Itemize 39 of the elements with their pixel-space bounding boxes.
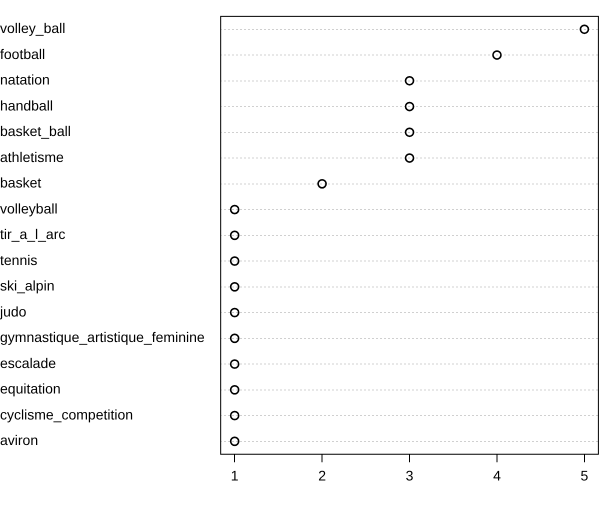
y-tick-label: basket_ball xyxy=(0,123,71,140)
point xyxy=(404,153,414,163)
y-tick-label: tennis xyxy=(0,252,38,268)
point xyxy=(492,50,502,60)
y-tick-label: basket xyxy=(0,174,42,191)
y-tick-label: ski_alpin xyxy=(0,278,54,294)
x-tick-label: 5 xyxy=(580,467,589,484)
point xyxy=(230,308,240,318)
point xyxy=(230,334,240,344)
y-tick-label: volley_ball xyxy=(0,20,66,36)
point xyxy=(404,102,414,112)
x-tick-label: 1 xyxy=(230,467,239,484)
y-tick-label: equitation xyxy=(0,380,61,397)
x-tick-label: 3 xyxy=(406,467,414,484)
x-tick-label: 4 xyxy=(493,467,502,484)
point xyxy=(404,127,414,138)
y-tick-label: handball xyxy=(0,97,53,114)
point xyxy=(230,256,240,266)
point xyxy=(230,385,240,395)
point xyxy=(404,76,414,86)
point xyxy=(230,282,240,292)
point xyxy=(230,359,240,369)
y-tick-label: judo xyxy=(0,303,27,320)
y-tick-label: tir_a_l_arc xyxy=(0,226,66,242)
point xyxy=(580,24,590,34)
y-tick-label: escalade xyxy=(0,354,56,371)
y-tick-label: cyclisme_competition xyxy=(0,406,134,422)
point xyxy=(230,204,240,214)
point xyxy=(317,178,327,189)
point xyxy=(230,230,240,240)
y-tick-label: volleyball xyxy=(0,200,58,216)
y-tick-label: natation xyxy=(0,72,50,88)
point xyxy=(230,436,240,446)
point xyxy=(230,410,240,420)
y-tick-label: aviron xyxy=(0,432,38,448)
y-tick-label: athletisme xyxy=(0,148,64,165)
y-tick-label: football xyxy=(0,46,46,62)
y-tick-label: gymnastique_artistique_feminine xyxy=(0,329,205,346)
x-tick-label: 2 xyxy=(318,467,326,484)
